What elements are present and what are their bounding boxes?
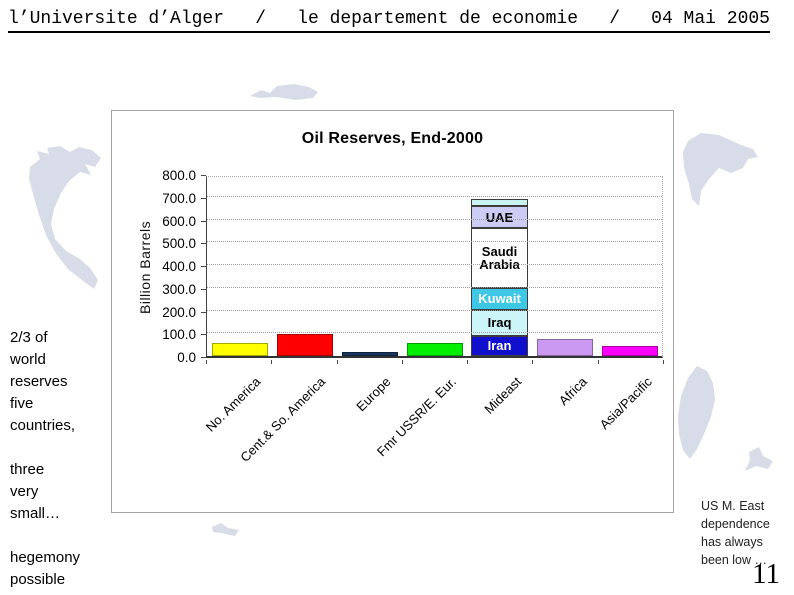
- gridline: [207, 218, 662, 220]
- stack-segment-other: [471, 199, 528, 206]
- header-separator-2: /: [609, 9, 620, 29]
- stack-segment-saudi-arabia: Saudi Arabia: [471, 228, 528, 288]
- y-axis-labels: 0.0 100.0 200.0 300.0 400.0 500.0 600.0 700.0 80…: [112, 168, 206, 365]
- gridline: [207, 264, 662, 265]
- y-tick-mark: [201, 243, 206, 245]
- stack-segment-iran: Iran: [471, 335, 528, 356]
- y-tick-mark: [201, 288, 206, 290]
- map-shape-right-small: [745, 447, 773, 471]
- y-tick-label: 700.0: [162, 190, 196, 206]
- y-tick-label: 500.0: [162, 236, 196, 252]
- header-separator-1: /: [255, 9, 267, 29]
- bar-slot-2: [337, 177, 402, 356]
- x-axis-ticks: [206, 360, 664, 365]
- note-hegemony: hegemony possible: [10, 549, 81, 588]
- header-date: 04 Mai 2005: [651, 9, 770, 29]
- y-tick-mark: [201, 334, 206, 336]
- x-tick-mark: [271, 360, 273, 364]
- y-tick-mark: [201, 175, 206, 176]
- x-tick-label-5: Africa: [555, 374, 590, 409]
- x-tick-mark: [401, 360, 403, 364]
- x-tick-label-0: No. America: [202, 374, 264, 435]
- bar-0: [211, 343, 268, 356]
- stacked-bar-mideast: Iran Iraq Kuwait Saudi Arabia UAE: [471, 199, 528, 356]
- bar-3: [406, 342, 463, 356]
- stack-segment-uae: UAE: [471, 205, 528, 229]
- bar-slot-6: [597, 177, 662, 356]
- bar-slot-4: Iran Iraq Kuwait Saudi Arabia UAE: [467, 177, 532, 356]
- x-tick-mark: [467, 360, 469, 364]
- y-tick-mark: [201, 266, 206, 267]
- header-institution: l’Universite d’Alger: [8, 9, 225, 29]
- gridline: [207, 195, 662, 197]
- x-tick-label-6: Asia/Pacific: [596, 374, 655, 433]
- x-tick-mark: [336, 360, 338, 364]
- y-tick-mark: [201, 311, 206, 313]
- bar-2: [341, 351, 398, 356]
- slide-header: l’Universite d’Alger / le departement de…: [8, 8, 770, 33]
- bar-5: [536, 338, 593, 356]
- note-three-small: three very small…: [10, 461, 61, 522]
- bar-6: [601, 346, 658, 356]
- x-tick-mark: [663, 360, 664, 364]
- y-tick-mark: [201, 220, 206, 222]
- y-tick-label: 400.0: [162, 259, 196, 274]
- y-tick-mark: [201, 357, 206, 358]
- x-tick-mark: [597, 360, 599, 364]
- oil-reserves-chart: Oil Reserves, End-2000 Billion Barrels 0…: [111, 110, 674, 513]
- y-tick-label: 800.0: [162, 168, 196, 183]
- y-tick-label: 0.0: [177, 350, 196, 365]
- bar-1: [276, 333, 333, 356]
- bars-row: Iran Iraq Kuwait Saudi Arabia UAE: [207, 177, 662, 356]
- left-annotation-column: 2/3 of world reserves five countries, th…: [10, 327, 105, 595]
- stack-segment-kuwait: Kuwait: [471, 287, 528, 310]
- x-tick-label-4: Mideast: [481, 374, 525, 417]
- y-tick-mark: [201, 197, 206, 199]
- page-number: 11: [752, 558, 780, 590]
- map-shape-right-top: [683, 133, 758, 206]
- chart-title: Oil Reserves, End-2000: [301, 130, 484, 147]
- note-world-reserves: 2/3 of world reserves five countries,: [10, 329, 76, 434]
- map-shape-bottom-small: [212, 523, 239, 536]
- stack-segment-iraq: Iraq: [471, 309, 528, 336]
- note-us-dependence: US M. East dependence has always been lo…: [701, 499, 770, 567]
- x-tick-mark: [532, 360, 534, 364]
- x-axis-labels: No. America Cent.& So. America Europe Fmr U…: [202, 368, 663, 508]
- x-tick-label-2: Europe: [353, 374, 394, 415]
- gridline: [207, 309, 662, 311]
- y-tick-label: 600.0: [162, 213, 196, 229]
- gridline: [207, 332, 662, 334]
- y-tick-label: 100.0: [162, 327, 196, 343]
- header-department: le departement de economie: [297, 9, 579, 29]
- map-shape-top: [250, 84, 318, 100]
- bar-slot-1: [272, 177, 337, 356]
- plot-area: Iran Iraq Kuwait Saudi Arabia UAE: [206, 176, 663, 358]
- map-shape-left: [29, 146, 101, 289]
- bar-slot-5: [532, 177, 597, 356]
- gridline: [207, 286, 662, 288]
- gridline: [207, 241, 662, 243]
- x-tick-mark: [206, 360, 207, 364]
- bar-slot-0: [207, 177, 272, 356]
- y-tick-label: 200.0: [162, 304, 196, 320]
- bar-slot-3: [402, 177, 467, 356]
- map-shape-right-bottom: [678, 366, 715, 459]
- y-tick-label: 300.0: [162, 281, 196, 297]
